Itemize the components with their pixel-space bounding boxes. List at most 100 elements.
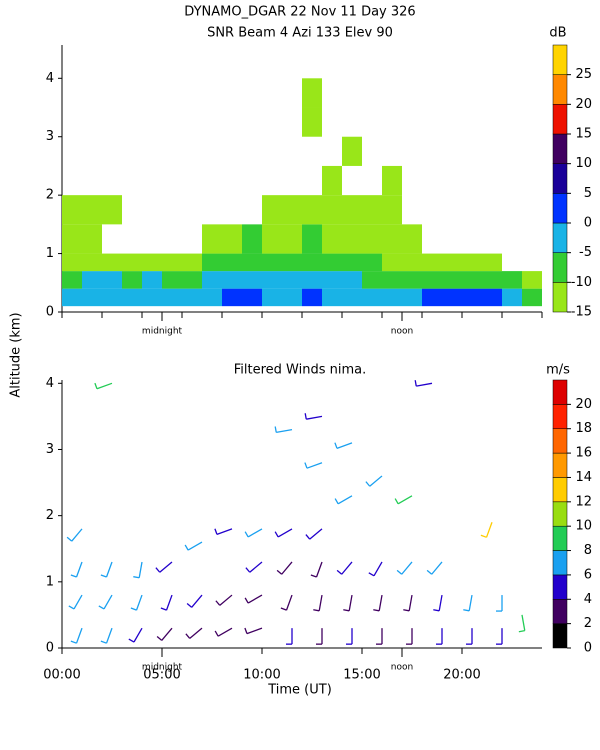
barb-stroke <box>135 594 143 611</box>
barb-stroke <box>334 442 338 449</box>
barb-stroke <box>161 627 173 641</box>
wind-barb <box>394 495 413 505</box>
heatmap-cell <box>62 195 82 225</box>
chart-subtitle: SNR Beam 4 Azi 133 Elev 90 <box>207 26 393 41</box>
barb-stroke <box>191 594 203 608</box>
heatmap-cell <box>362 288 382 307</box>
barb-stroke <box>378 594 383 611</box>
heatmap-cell <box>462 253 482 272</box>
barb-stroke <box>408 594 413 611</box>
colorbar-segment <box>552 282 568 313</box>
x-tick-label: 00:00 <box>43 668 80 683</box>
wind-barb <box>274 528 293 538</box>
colorbar-segment <box>552 501 568 527</box>
annotation: noon <box>391 327 413 337</box>
y-tick-label: 4 <box>46 376 54 391</box>
barb-stroke <box>348 594 353 611</box>
heatmap-cell <box>282 195 302 225</box>
wind-barb <box>245 561 263 573</box>
colorbar-segment <box>552 133 568 164</box>
heatmap-cell <box>122 271 142 289</box>
barb-stroke <box>100 640 107 644</box>
barb-stroke <box>249 561 263 573</box>
colorbar-tick-label: 0 <box>584 216 592 231</box>
barb-stroke <box>165 594 173 611</box>
wind-barb <box>130 594 143 611</box>
heatmap-cell <box>442 271 462 289</box>
barb-stroke <box>75 561 83 578</box>
annotation: midnight <box>142 327 183 337</box>
barb-stroke <box>480 534 487 538</box>
colorbar-segment <box>552 452 568 478</box>
colorbar-segment <box>552 379 568 405</box>
colorbar-label: dB <box>549 26 566 41</box>
barb-stroke <box>187 541 203 551</box>
barb-stroke <box>215 600 221 606</box>
heatmap-cell <box>82 195 102 225</box>
wind-barb <box>426 561 443 575</box>
barb-stroke <box>105 561 113 578</box>
wind-barb <box>276 561 293 575</box>
barb-stroke <box>334 498 339 505</box>
barb-stroke <box>280 607 287 611</box>
barb-stroke <box>285 594 293 611</box>
wind-barb <box>496 595 503 612</box>
colorbar-tick-label: 8 <box>584 543 592 558</box>
barb-stroke <box>341 561 353 575</box>
barb-stroke <box>189 627 203 639</box>
heatmap-cell <box>402 253 422 272</box>
heatmap-cell <box>62 288 82 307</box>
y-tick-label: 4 <box>46 71 54 86</box>
heatmap-cell <box>202 224 222 254</box>
colorbar-segment <box>552 550 568 576</box>
barb-stroke <box>276 428 293 434</box>
heatmap-cell <box>382 165 402 196</box>
barb-stroke <box>368 572 375 577</box>
heatmap-cell <box>302 253 322 272</box>
wind-barb <box>305 528 323 540</box>
wind-barb <box>463 594 473 612</box>
heatmap-cell <box>342 224 362 254</box>
barb-stroke <box>138 561 143 578</box>
heatmap-cell <box>222 288 242 307</box>
barb-stroke <box>426 569 433 575</box>
wind-barb <box>98 594 113 610</box>
heatmap-cell <box>482 288 502 307</box>
heatmap-cell <box>162 271 182 289</box>
heatmap-cell <box>82 224 102 254</box>
wind-barb <box>244 594 263 604</box>
y-tick-label: 0 <box>46 641 54 656</box>
barb-stroke <box>394 498 399 505</box>
heatmap-cell <box>142 288 162 307</box>
wind-barb <box>436 628 443 645</box>
barb-stroke <box>304 462 308 469</box>
wind-barb <box>186 594 203 608</box>
barb-stroke <box>70 574 77 578</box>
wind-barb <box>160 594 173 611</box>
heatmap-cell <box>162 288 182 307</box>
wind-barb <box>100 627 113 644</box>
wind-barb <box>496 628 503 645</box>
heatmap-cell <box>362 224 382 254</box>
barb-stroke <box>216 528 233 535</box>
wind-barb <box>376 628 383 645</box>
x-tick-label: 15:00 <box>343 668 380 683</box>
heatmap-cell <box>482 253 502 272</box>
colorbar-tick-label: 10 <box>575 519 592 534</box>
heatmap-cell <box>362 195 382 225</box>
barb-stroke <box>214 528 218 535</box>
colorbar-tick-label: -10 <box>571 275 592 290</box>
barb-stroke <box>214 630 219 637</box>
colorbar-tick-label: 16 <box>575 446 592 461</box>
heatmap-cell <box>242 271 262 289</box>
barb-stroke <box>414 380 417 387</box>
heatmap-cell <box>382 253 402 272</box>
colorbar-segment <box>552 44 568 75</box>
heatmap-cell <box>182 288 202 307</box>
wind-barb <box>155 561 173 573</box>
wind-barb <box>403 594 413 612</box>
heatmap-cell <box>502 288 522 307</box>
heatmap-cell <box>302 288 322 307</box>
